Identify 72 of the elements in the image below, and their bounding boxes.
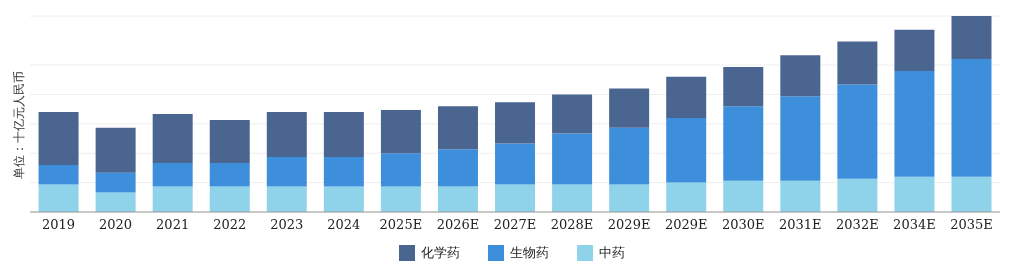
x-tick-label: 2028E <box>550 217 594 233</box>
bar <box>495 184 536 212</box>
bar <box>152 163 193 187</box>
x-tick-label: 2026E <box>436 217 480 233</box>
bar <box>723 180 764 212</box>
x-tick-label: 2020 <box>99 217 133 233</box>
bar <box>951 59 992 177</box>
bar <box>780 55 821 97</box>
x-tick-label: 2023 <box>270 217 304 233</box>
bar <box>38 112 79 165</box>
bar <box>323 157 364 187</box>
bar <box>380 186 421 212</box>
bar <box>266 112 307 158</box>
bar <box>552 184 593 212</box>
bar <box>837 41 878 85</box>
legend-label: 化学药 <box>420 244 460 262</box>
bar <box>723 106 764 181</box>
x-tick-label: 2019 <box>41 217 76 233</box>
bar <box>837 178 878 212</box>
bar <box>380 153 421 187</box>
bar <box>951 16 992 60</box>
bar <box>266 186 307 212</box>
bar <box>609 88 650 128</box>
bar <box>95 127 136 173</box>
bar <box>894 70 935 177</box>
x-tick-label: 2035E <box>950 217 993 233</box>
x-tick-label: 2030E <box>721 217 765 233</box>
x-tick-label: 2027E <box>493 217 537 233</box>
bar <box>495 102 536 144</box>
bar <box>38 164 79 185</box>
bar <box>894 29 935 71</box>
bar <box>152 186 193 212</box>
bar <box>666 182 707 212</box>
bar <box>95 172 136 193</box>
bar <box>437 149 478 187</box>
x-tick-label: 2032E <box>836 217 879 233</box>
x-tick-label: 2029E <box>664 217 708 233</box>
x-tick-label: 2022 <box>213 217 247 233</box>
bar <box>437 186 478 212</box>
bar <box>666 117 707 183</box>
bar <box>323 112 364 158</box>
x-tick-label: 2021 <box>156 217 190 233</box>
bar <box>666 76 707 118</box>
bar <box>723 66 764 107</box>
bar <box>380 110 421 154</box>
x-tick-label: 2025E <box>379 217 423 233</box>
bar <box>495 143 536 185</box>
bar <box>266 157 307 187</box>
bar <box>609 127 650 185</box>
legend-label: 中药 <box>598 244 625 262</box>
bar <box>209 186 250 212</box>
bar <box>437 106 478 150</box>
bar <box>780 180 821 212</box>
bar <box>38 184 79 212</box>
bar <box>780 96 821 181</box>
bar <box>609 184 650 212</box>
y-axis-title: 单位：十亿元人民币 <box>10 70 27 178</box>
x-tick-label: 2029E <box>607 217 651 233</box>
x-tick-label: 2024 <box>327 217 361 233</box>
bar <box>323 186 364 212</box>
bar <box>951 176 992 212</box>
bar <box>552 133 593 185</box>
bar <box>552 94 593 134</box>
bar <box>837 84 878 179</box>
bar <box>894 176 935 212</box>
x-tick-label: 2031E <box>779 217 822 233</box>
bar <box>209 163 250 187</box>
legend-label: 生物药 <box>509 244 549 262</box>
x-tick-label: 2034E <box>893 217 936 233</box>
bar <box>95 192 136 212</box>
bar <box>209 119 250 163</box>
bar <box>152 114 193 163</box>
